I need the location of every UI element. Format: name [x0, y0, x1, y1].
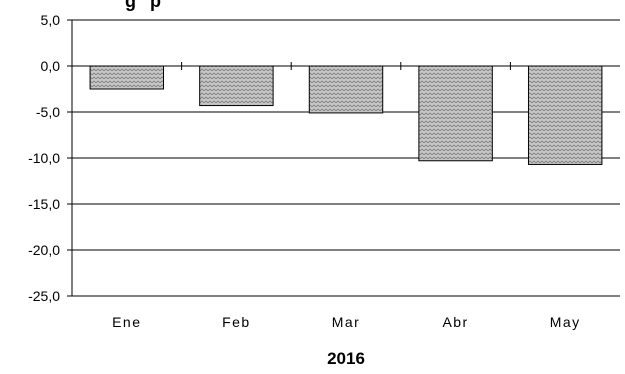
bar-feb: [199, 65, 274, 107]
y-tick-label: 0,0: [41, 58, 61, 74]
bar-abr: [418, 65, 493, 162]
x-axis-title: 2016: [327, 349, 365, 368]
chart-title-partial: g: [125, 0, 136, 11]
x-tick-label: May: [550, 314, 581, 330]
x-tick-label: Mar: [332, 314, 361, 330]
y-tick-label: -20,0: [28, 242, 60, 258]
y-tick-label: -15,0: [28, 196, 60, 212]
x-tick-label: Ene: [112, 314, 141, 330]
y-tick-label: 5,0: [41, 12, 61, 28]
bar-may: [527, 65, 603, 165]
y-tick-label: -25,0: [28, 288, 60, 304]
x-tick-label: Abr: [442, 314, 468, 330]
y-tick-label: -10,0: [28, 150, 60, 166]
bar-mar: [308, 65, 384, 114]
bar-ene: [89, 65, 165, 90]
chart-title-partial-2: p: [150, 0, 161, 11]
x-tick-label: Feb: [222, 314, 251, 330]
y-tick-label: -5,0: [36, 104, 60, 120]
